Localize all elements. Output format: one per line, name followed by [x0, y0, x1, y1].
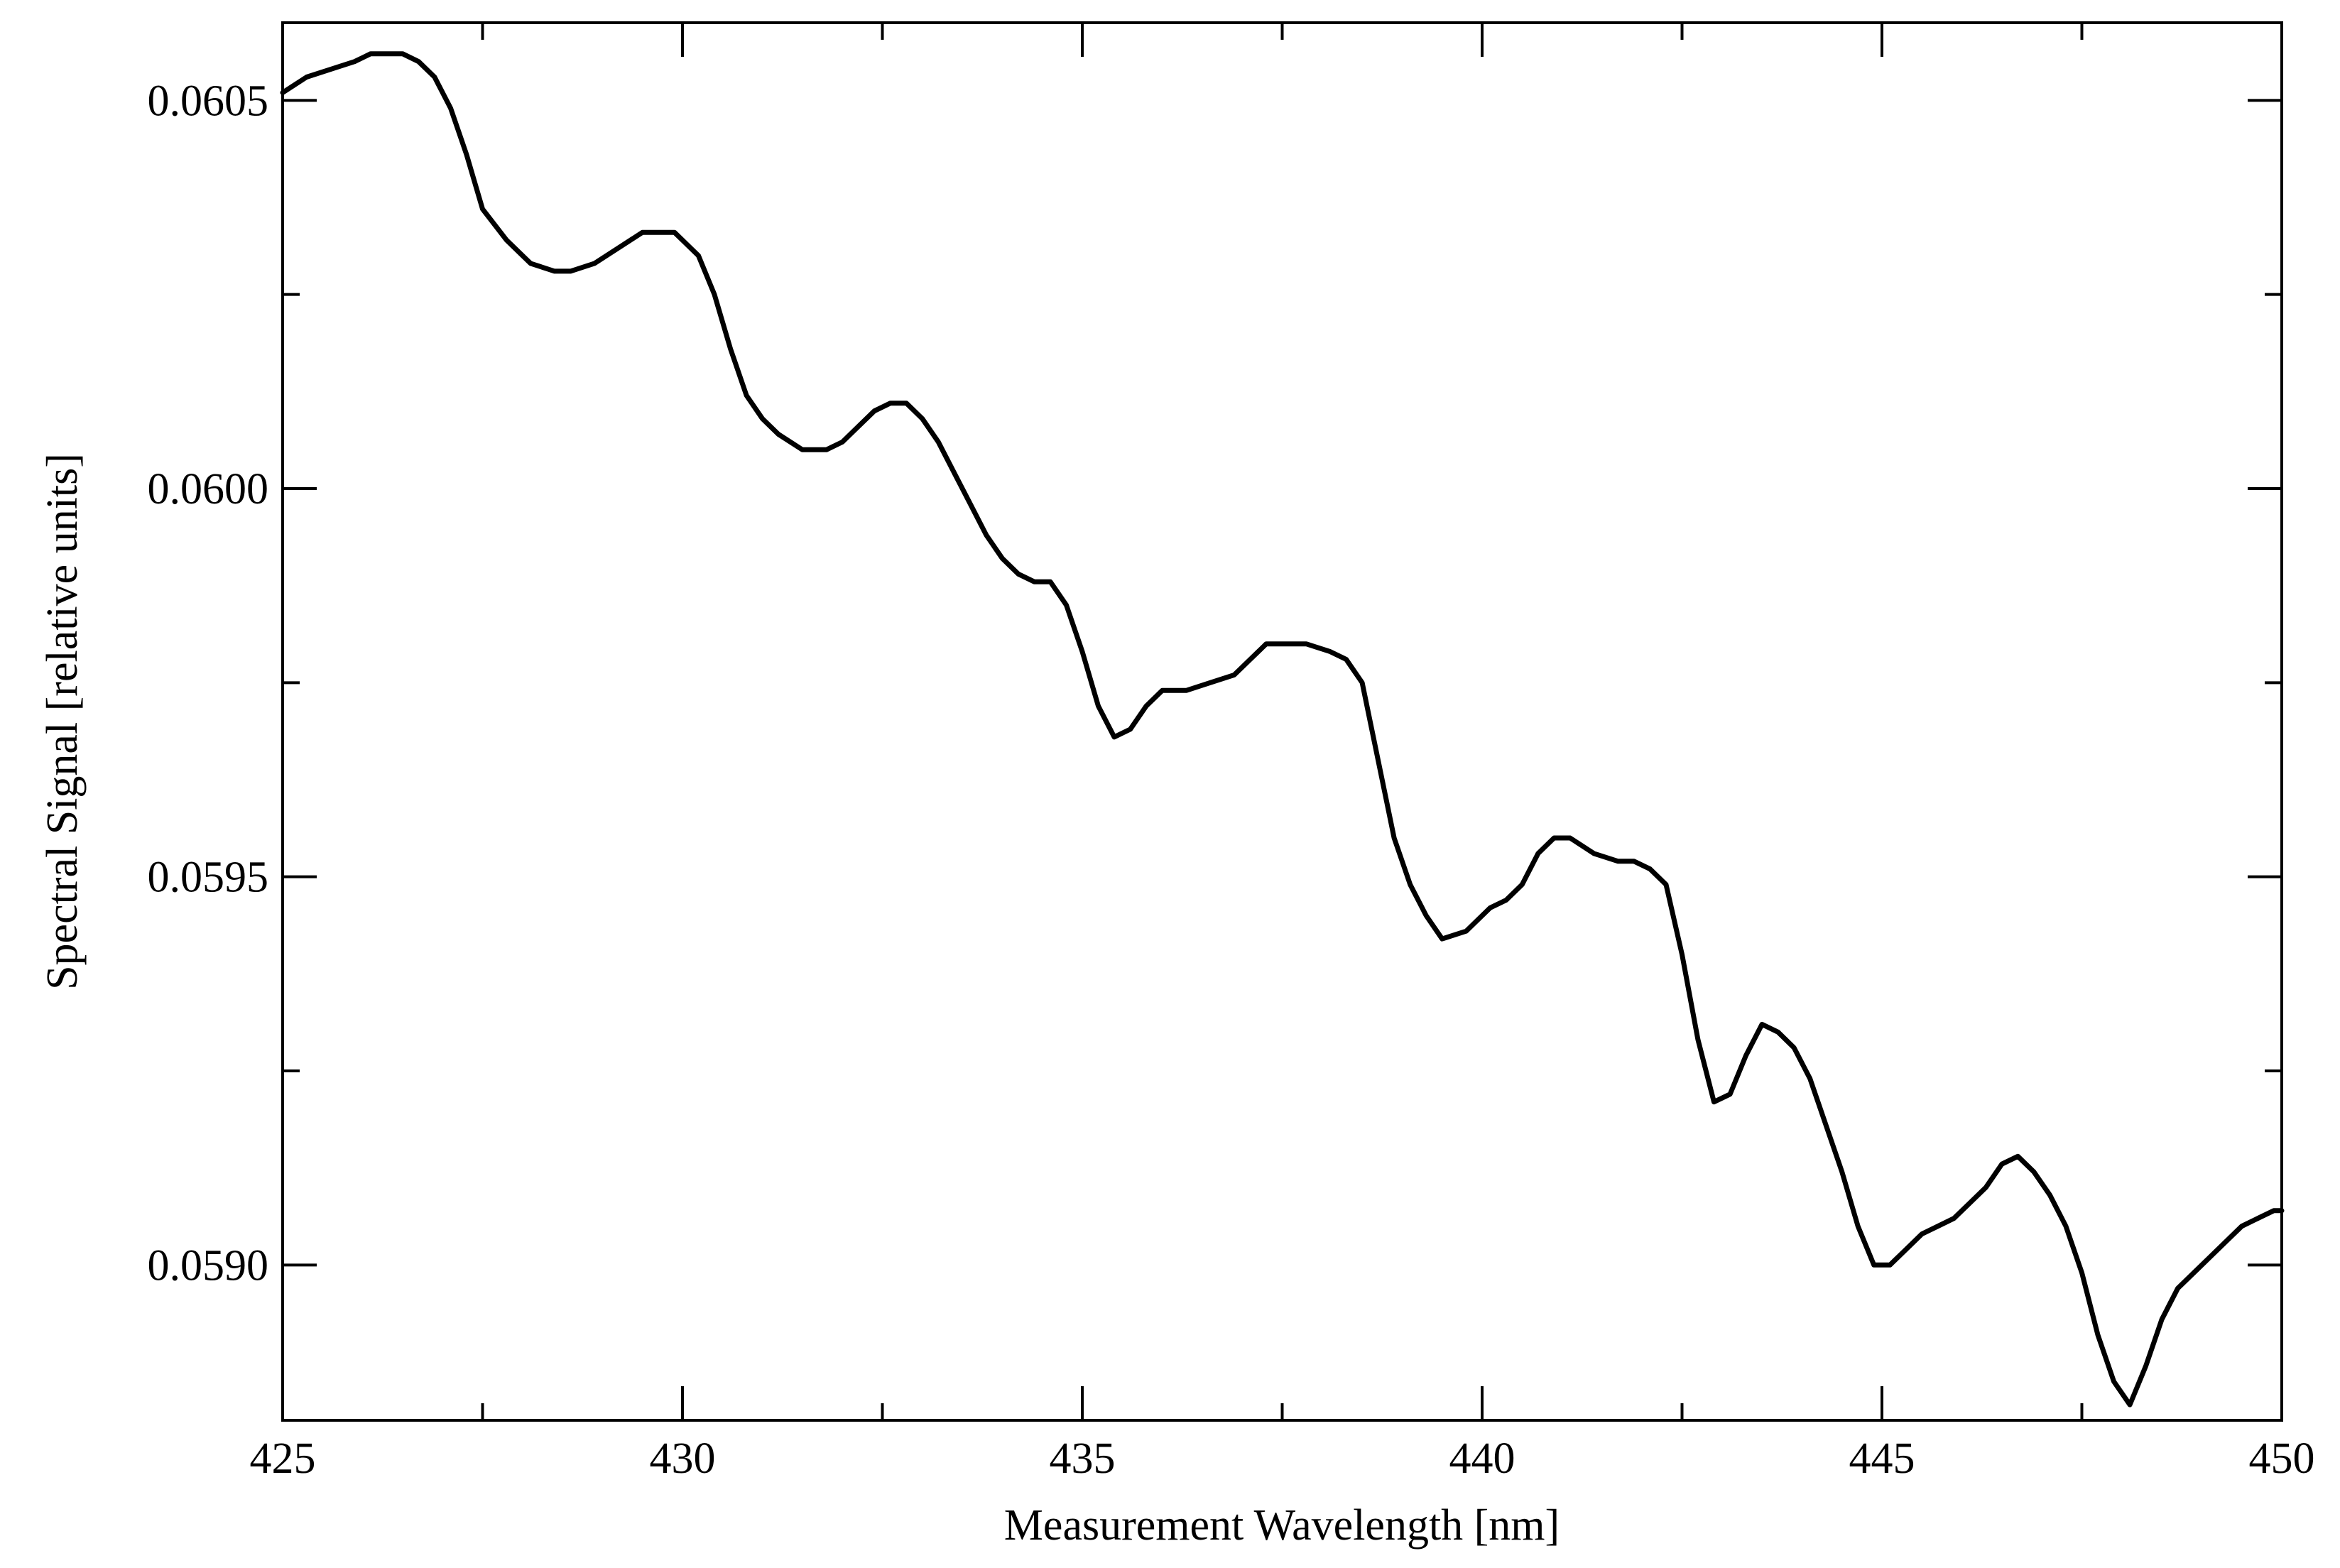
y-tick-label: 0.0600 [148, 465, 269, 513]
series-line [280, 51, 2285, 1408]
x-tick-label: 425 [250, 1434, 316, 1483]
x-tick-label: 445 [1849, 1434, 1915, 1483]
x-axis-title: Measurement Wavelength [nm] [1004, 1501, 1560, 1550]
x-tick-label: 450 [2249, 1434, 2315, 1483]
y-tick-label: 0.0590 [148, 1241, 269, 1290]
x-tick-label: 430 [650, 1434, 716, 1483]
x-tick-label: 440 [1449, 1434, 1515, 1483]
y-tick-label: 0.0605 [148, 77, 269, 125]
plot-frame [281, 21, 2283, 1422]
y-axis-title: Spectral Signal [relative units] [38, 453, 87, 990]
x-tick-label: 435 [1050, 1434, 1116, 1483]
axis-tick-labels: 425 430 435 440 445 450 0.0590 0.0595 0.0600 0.06… [148, 77, 2315, 1483]
y-tick-label: 0.0595 [148, 854, 269, 902]
